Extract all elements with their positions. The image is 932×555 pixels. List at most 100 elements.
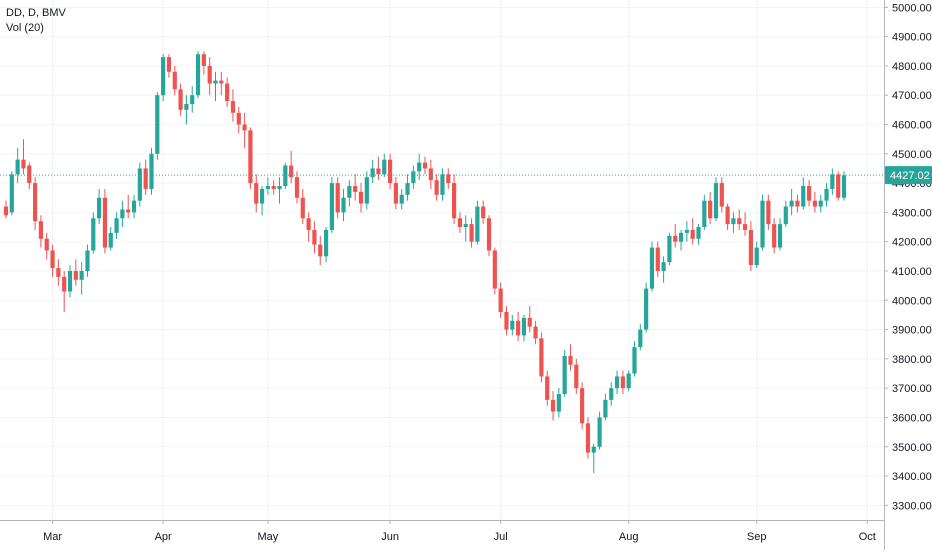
candle-up[interactable] xyxy=(120,200,125,228)
candle-up[interactable] xyxy=(644,282,649,333)
candle-down[interactable] xyxy=(300,188,305,225)
candle-down[interactable] xyxy=(230,89,236,122)
candle-down[interactable] xyxy=(620,370,625,395)
candle-up[interactable] xyxy=(411,165,416,189)
candle-up[interactable] xyxy=(824,183,829,207)
candle-up[interactable] xyxy=(830,168,835,195)
candle-down[interactable] xyxy=(166,54,172,78)
candle-down[interactable] xyxy=(428,159,433,189)
candle-down[interactable] xyxy=(748,221,753,271)
candle-up[interactable] xyxy=(731,212,736,233)
candle-down[interactable] xyxy=(172,65,177,96)
candle-up[interactable] xyxy=(777,218,783,251)
candle-up[interactable] xyxy=(667,232,672,266)
candle-up[interactable] xyxy=(155,92,160,160)
candle-up[interactable] xyxy=(405,174,410,201)
candle-down[interactable] xyxy=(434,174,439,201)
candle-down[interactable] xyxy=(725,203,730,230)
candle-up[interactable] xyxy=(341,188,346,222)
candle-down[interactable] xyxy=(219,71,224,96)
candle-down[interactable] xyxy=(318,235,323,266)
candle-down[interactable] xyxy=(486,215,492,257)
candle-up[interactable] xyxy=(399,188,404,210)
candle-down[interactable] xyxy=(38,215,44,248)
candle-up[interactable] xyxy=(521,314,527,342)
candle-down[interactable] xyxy=(294,171,300,204)
candle-up[interactable] xyxy=(684,221,689,242)
candle-down[interactable] xyxy=(178,83,183,116)
candle-down[interactable] xyxy=(248,127,253,189)
candle-down[interactable] xyxy=(481,200,486,225)
symbol-label[interactable]: DD, D, BMV xyxy=(6,7,66,19)
candle-down[interactable] xyxy=(812,191,817,213)
candle-down[interactable] xyxy=(539,332,544,383)
candle-down[interactable] xyxy=(795,194,800,213)
candle-down[interactable] xyxy=(422,156,428,175)
candle-up[interactable] xyxy=(79,262,84,295)
candle-up[interactable] xyxy=(713,177,719,222)
candle-up[interactable] xyxy=(614,370,620,395)
candle-down[interactable] xyxy=(33,177,38,230)
candle-up[interactable] xyxy=(632,341,637,377)
candle-down[interactable] xyxy=(655,241,660,277)
candle-up[interactable] xyxy=(184,95,189,125)
candle-down[interactable] xyxy=(766,194,771,230)
candle-up[interactable] xyxy=(562,350,567,397)
candle-up[interactable] xyxy=(283,162,288,189)
candle-up[interactable] xyxy=(370,159,375,184)
candle-down[interactable] xyxy=(533,320,538,345)
candle-up[interactable] xyxy=(213,71,218,102)
candle-up[interactable] xyxy=(638,323,643,351)
candle-up[interactable] xyxy=(696,224,701,245)
candle-up[interactable] xyxy=(463,215,468,242)
candle-down[interactable] xyxy=(254,174,259,213)
candle-down[interactable] xyxy=(806,180,812,207)
candle-down[interactable] xyxy=(56,259,61,286)
candle-up[interactable] xyxy=(510,314,515,336)
candle-up[interactable] xyxy=(277,177,282,204)
candle-up[interactable] xyxy=(190,86,195,113)
candle-up[interactable] xyxy=(364,171,369,210)
candle-up[interactable] xyxy=(347,180,352,207)
candle-down[interactable] xyxy=(143,159,148,195)
candle-down[interactable] xyxy=(498,282,503,318)
candle-down[interactable] xyxy=(73,259,78,286)
candle-up[interactable] xyxy=(702,194,707,230)
candle-up[interactable] xyxy=(841,171,847,201)
candle-up[interactable] xyxy=(259,186,265,216)
candle-up[interactable] xyxy=(323,227,329,263)
candle-up[interactable] xyxy=(161,54,166,102)
candle-up[interactable] xyxy=(597,411,602,450)
candle-down[interactable] xyxy=(271,180,276,195)
candle-up[interactable] xyxy=(195,51,201,99)
candle-down[interactable] xyxy=(102,188,108,254)
candle-down[interactable] xyxy=(504,306,509,336)
candle-up[interactable] xyxy=(603,394,608,421)
candle-down[interactable] xyxy=(358,183,364,213)
candle-up[interactable] xyxy=(661,256,666,283)
candle-up[interactable] xyxy=(678,229,684,251)
candle-down[interactable] xyxy=(393,177,398,210)
candle-down[interactable] xyxy=(545,370,550,406)
candle-up[interactable] xyxy=(137,162,142,207)
candle-down[interactable] xyxy=(306,212,311,242)
candle-down[interactable] xyxy=(516,312,521,342)
candle-down[interactable] xyxy=(719,177,724,213)
candle-up[interactable] xyxy=(97,188,102,225)
candle-down[interactable] xyxy=(469,218,474,248)
candle-down[interactable] xyxy=(387,153,393,189)
candle-down[interactable] xyxy=(527,306,532,333)
candle-up[interactable] xyxy=(801,177,806,210)
candle-down[interactable] xyxy=(673,224,678,248)
candle-up[interactable] xyxy=(591,443,596,474)
candle-down[interactable] xyxy=(446,168,451,189)
candle-down[interactable] xyxy=(457,212,463,233)
candle-up[interactable] xyxy=(114,212,119,239)
candle-up[interactable] xyxy=(818,194,823,213)
candle-up[interactable] xyxy=(91,212,96,254)
candle-up[interactable] xyxy=(760,194,765,251)
candle-down[interactable] xyxy=(376,156,381,181)
candle-down[interactable] xyxy=(201,51,206,75)
candle-down[interactable] xyxy=(708,191,713,225)
